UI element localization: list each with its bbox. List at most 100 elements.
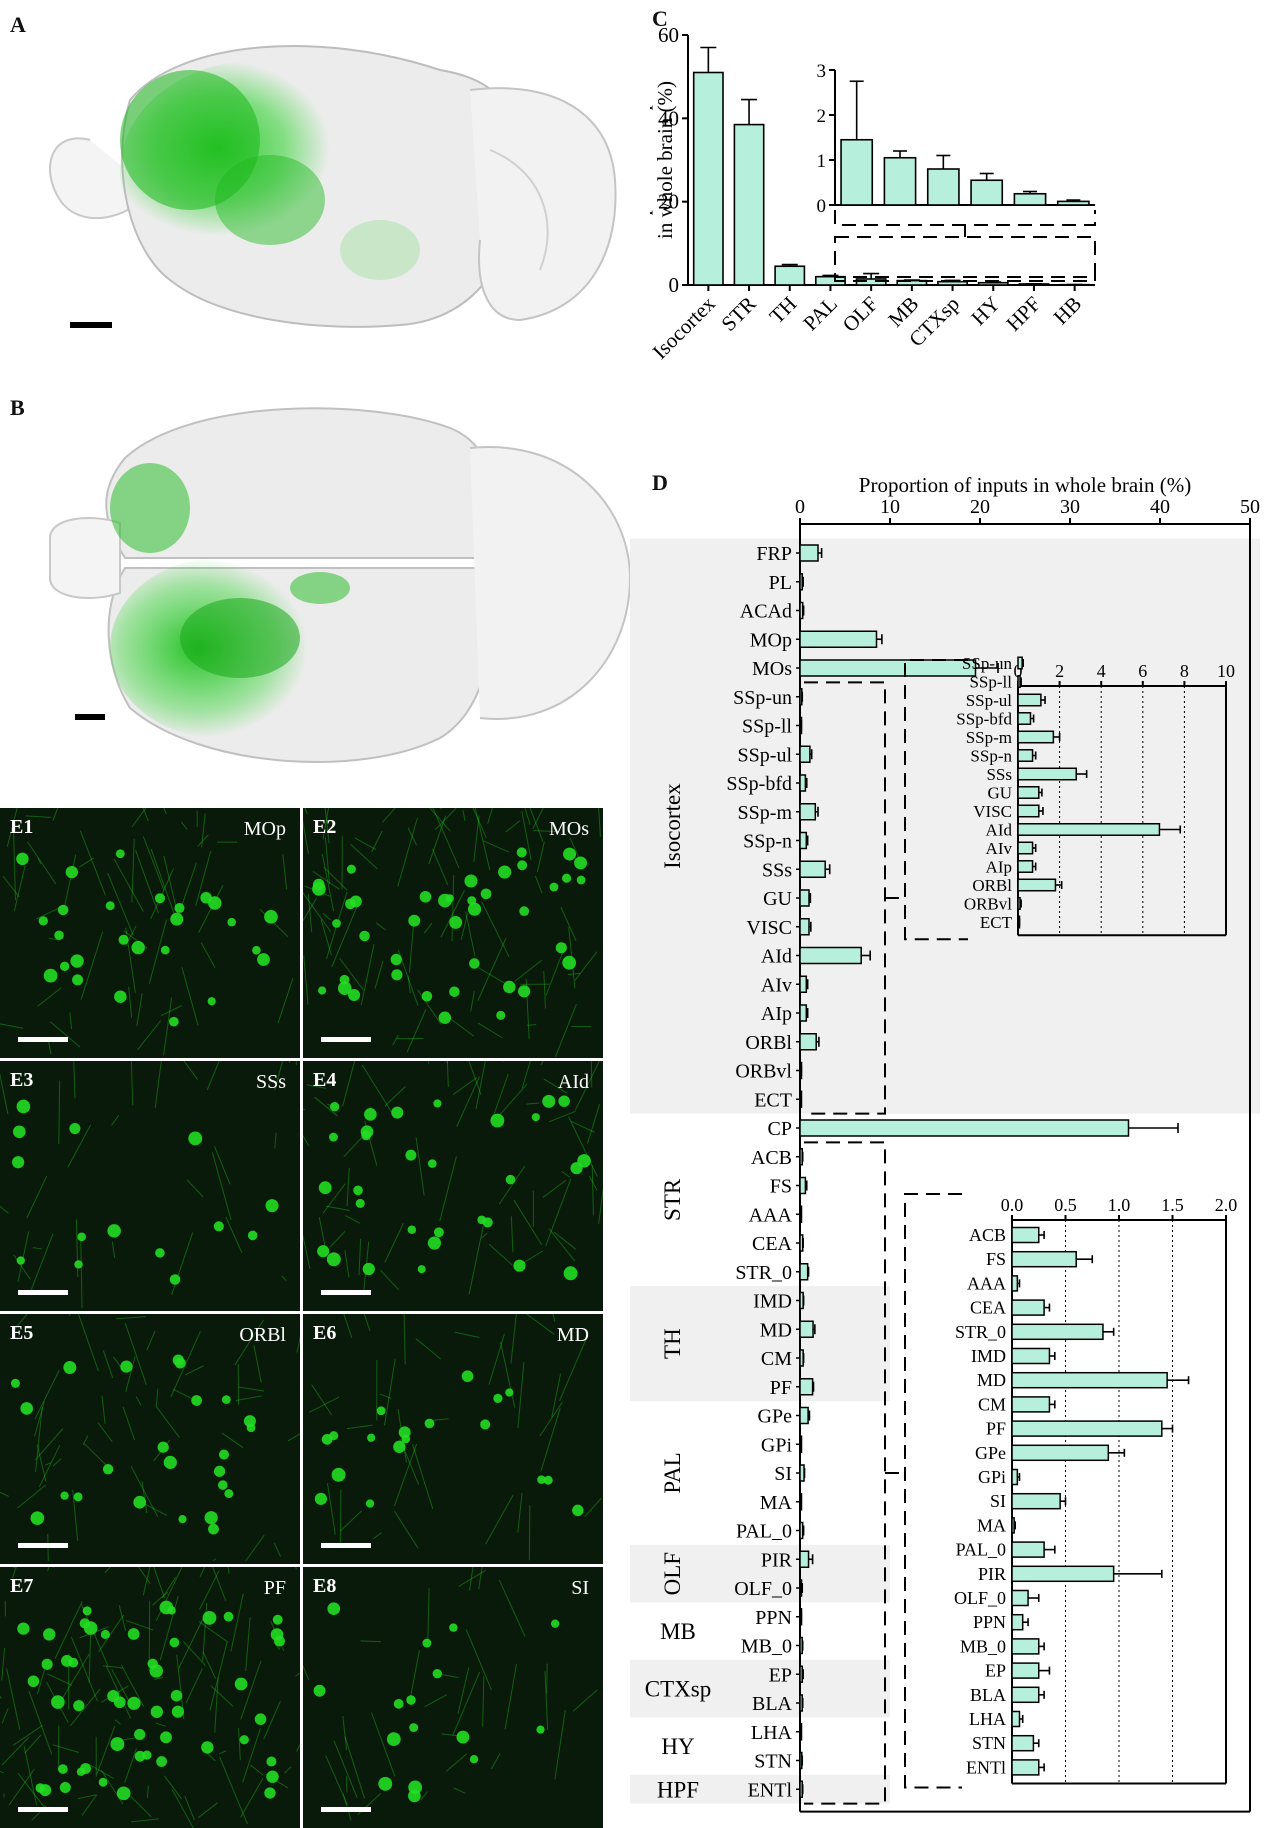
y-tick-label: 20 bbox=[658, 190, 679, 214]
neuron-soma bbox=[321, 1433, 333, 1445]
bar bbox=[937, 280, 969, 286]
neuron-soma bbox=[43, 968, 58, 983]
neurite bbox=[427, 1588, 430, 1645]
neurite bbox=[200, 942, 216, 969]
inset-row-label: EP bbox=[985, 1661, 1006, 1681]
row-label: LHA bbox=[751, 1722, 793, 1744]
neurite bbox=[559, 1338, 587, 1402]
neurons-e8 bbox=[303, 1567, 598, 1821]
neurite bbox=[131, 838, 135, 903]
neuron-soma bbox=[498, 865, 512, 879]
x-tick-label: OLF bbox=[838, 292, 883, 337]
neuron-soma bbox=[449, 986, 460, 997]
neurite bbox=[540, 1408, 561, 1472]
inset-row-label: MD bbox=[977, 1370, 1006, 1390]
neurite bbox=[532, 808, 544, 830]
neurite bbox=[184, 1795, 195, 1821]
neurite bbox=[245, 1617, 251, 1672]
micro-scale-bar bbox=[18, 1807, 68, 1812]
neuron-soma bbox=[496, 1010, 506, 1020]
neuron-soma bbox=[69, 1123, 81, 1135]
neuron-soma bbox=[264, 1787, 276, 1799]
neurite bbox=[331, 898, 361, 968]
neurite bbox=[259, 909, 289, 937]
neurite bbox=[542, 1179, 567, 1198]
inset-x-tick-label: 0.0 bbox=[1001, 1195, 1024, 1215]
neuron-soma bbox=[201, 1741, 214, 1754]
neurite bbox=[13, 830, 17, 901]
inset-row-label: VISC bbox=[973, 802, 1012, 821]
neurite bbox=[0, 1072, 9, 1115]
inset-row-label: OLF_0 bbox=[954, 1588, 1006, 1608]
group-label: PAL bbox=[660, 1452, 685, 1493]
neurite bbox=[240, 1778, 264, 1818]
neurite bbox=[6, 1668, 21, 1730]
row-label: VISC bbox=[746, 917, 792, 939]
neuron-soma bbox=[70, 954, 84, 968]
bar bbox=[799, 1004, 808, 1022]
neurite bbox=[25, 815, 51, 818]
neurite bbox=[180, 862, 197, 909]
neurite bbox=[465, 911, 476, 956]
neuron-soma bbox=[563, 847, 577, 861]
neurite bbox=[142, 836, 165, 891]
neurite bbox=[153, 1567, 166, 1599]
row-label: PPN bbox=[755, 1607, 792, 1629]
neuron-soma bbox=[518, 985, 531, 998]
micrograph-grid: E1 MOp E2 MOs E3 SSs E4 AId E5 ORBl E6 M… bbox=[0, 808, 603, 1828]
neuron-soma bbox=[505, 1388, 514, 1397]
inset-bar bbox=[840, 138, 874, 206]
neurite bbox=[452, 1077, 478, 1095]
row-label: PIR bbox=[761, 1549, 793, 1571]
neurite bbox=[86, 1762, 114, 1779]
bar bbox=[799, 573, 803, 591]
neuron-soma bbox=[317, 1245, 330, 1258]
neuron-soma bbox=[178, 1515, 187, 1524]
neurite bbox=[296, 1336, 300, 1353]
neurite bbox=[446, 1061, 449, 1088]
neurite bbox=[543, 970, 546, 1009]
neurite bbox=[253, 1345, 262, 1383]
neurite bbox=[370, 1712, 396, 1777]
neurite bbox=[554, 1231, 577, 1250]
neurite bbox=[499, 1341, 516, 1408]
panel-label-b: B bbox=[10, 395, 25, 420]
neurite bbox=[460, 912, 469, 940]
inset-x-tick-label: 6 bbox=[1138, 661, 1147, 681]
neurite bbox=[219, 1756, 248, 1825]
neuron-soma bbox=[549, 882, 559, 892]
neurite bbox=[120, 1664, 145, 1707]
neuron-soma bbox=[131, 940, 145, 955]
neurite bbox=[146, 1785, 149, 1798]
neurite bbox=[129, 1795, 152, 1818]
group-band bbox=[630, 1544, 890, 1603]
neurite bbox=[406, 1009, 427, 1053]
neurite bbox=[70, 1636, 98, 1702]
neurite bbox=[481, 1232, 488, 1239]
inset-row-label: GU bbox=[987, 784, 1012, 803]
neuron-soma bbox=[188, 1131, 203, 1146]
neuron-soma bbox=[314, 1492, 328, 1505]
neurite bbox=[97, 1422, 113, 1443]
row-label: SSp-m bbox=[738, 802, 793, 824]
micro-scale-bar bbox=[18, 1037, 68, 1042]
neuron-soma bbox=[349, 895, 362, 908]
neurite bbox=[470, 990, 475, 1012]
bar bbox=[799, 889, 810, 907]
neuron-soma bbox=[574, 856, 588, 870]
neuron-soma bbox=[167, 1606, 176, 1615]
neuron-soma bbox=[417, 1265, 426, 1274]
inset-row-label: MB_0 bbox=[960, 1636, 1006, 1656]
neuron-soma bbox=[353, 1185, 363, 1196]
row-label: SSp-ll bbox=[742, 716, 792, 738]
neuron-soma bbox=[118, 934, 129, 945]
neuron-soma bbox=[217, 1480, 228, 1490]
neuron-soma bbox=[362, 1262, 375, 1276]
neuron-soma bbox=[391, 1106, 404, 1119]
row-label: FS bbox=[770, 1176, 792, 1198]
neurite bbox=[431, 848, 449, 886]
neurite bbox=[103, 1665, 124, 1669]
neurite bbox=[529, 808, 544, 842]
neuron-soma bbox=[213, 1465, 226, 1477]
